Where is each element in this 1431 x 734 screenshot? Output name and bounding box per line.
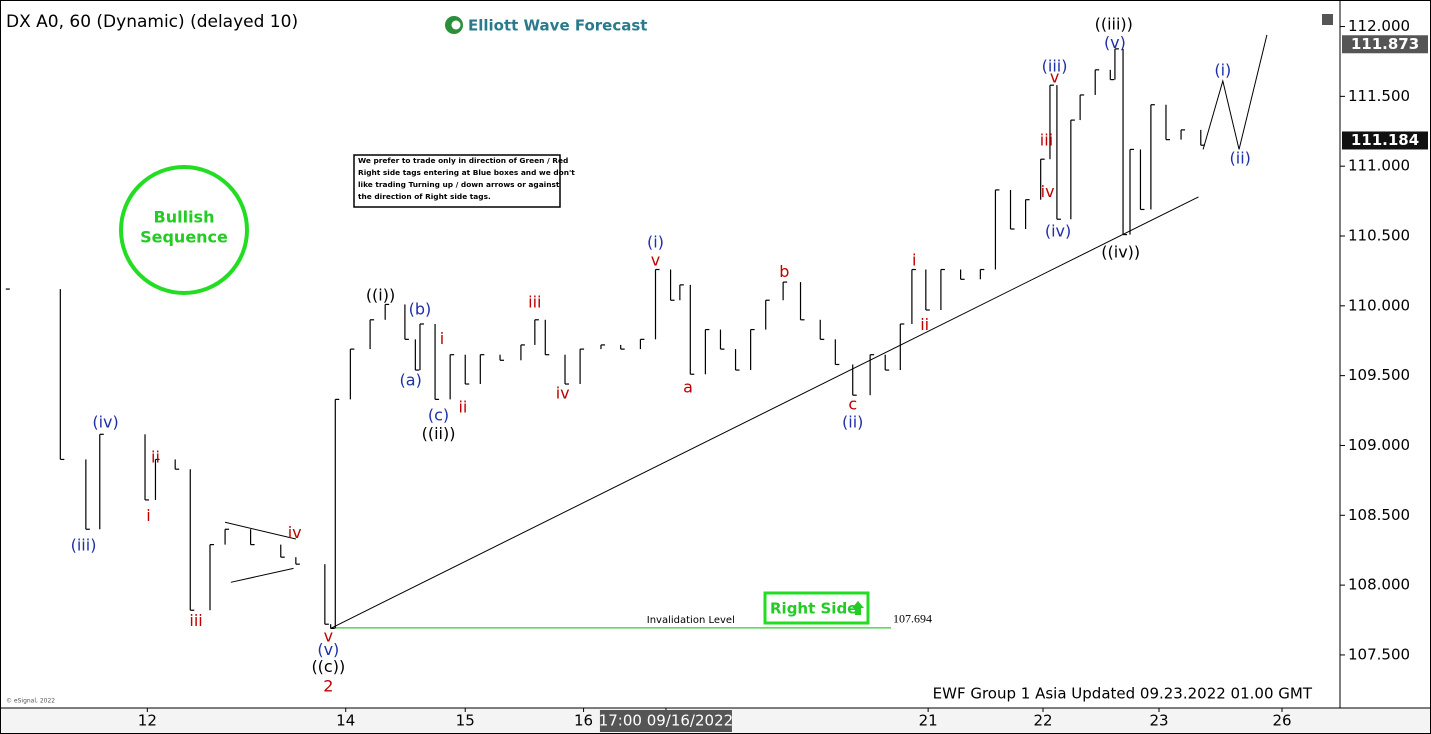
wave-label: ii [151, 448, 160, 467]
up-arrow [852, 601, 864, 615]
wave-label: (iii) [1042, 57, 1068, 76]
wave-label: (v) [317, 640, 339, 659]
wave-label: v [324, 626, 333, 645]
right-side-box [763, 591, 870, 625]
y-tick-label: 108.500 [1348, 506, 1410, 524]
x-tick-label: 16 [574, 712, 593, 730]
note-line: We prefer to trade only in direction of … [358, 156, 568, 165]
wave-label: iii [1040, 131, 1053, 150]
wave-label: (ii) [1230, 149, 1251, 168]
right-side: Right Side [770, 600, 857, 618]
wave-label: ((c)) [311, 657, 345, 676]
wave-label: ii [458, 397, 467, 416]
wave-line [224, 521, 296, 540]
y-tick-label: 107.500 [1348, 645, 1410, 663]
logo-inner [451, 20, 461, 30]
invalidation-value: 107.694 [893, 612, 932, 626]
wave-label: (i) [1214, 61, 1231, 80]
note-line: like trading Turning up / down arrows or… [358, 180, 560, 189]
badge-text: Sequence [140, 228, 228, 247]
y-tick-label: 109.000 [1348, 436, 1410, 454]
wave-label: ((iv)) [1101, 242, 1140, 261]
chart-title: DX A0, 60 (Dynamic) (delayed 10) [6, 12, 298, 32]
brand: Elliott Wave Forecast [468, 17, 647, 35]
wave-line [230, 567, 294, 583]
wave-label: ii [920, 315, 929, 334]
wave-label: (i) [647, 232, 664, 251]
wave-label: (iv) [1045, 221, 1071, 240]
y-tick-label: 110.000 [1348, 296, 1410, 314]
x-tick-label: 14 [336, 712, 355, 730]
wave-label: iv [288, 523, 302, 542]
wave-label: i [146, 506, 150, 525]
brand-logo [445, 16, 463, 34]
y-tick-label: 111.500 [1348, 87, 1410, 105]
x-tick-label: 21 [919, 712, 938, 730]
wave-label: i [912, 251, 916, 270]
x-tick-label: 23 [1149, 712, 1168, 730]
y-tick-label: 108.000 [1348, 576, 1410, 594]
y-tick-label: 112.000 [1348, 17, 1410, 35]
x-tick-label: 26 [1272, 712, 1291, 730]
wave-label: iv [1041, 182, 1055, 201]
x-tick-label: 22 [1033, 712, 1052, 730]
price-marker [1342, 35, 1428, 54]
wave-label: iii [528, 293, 541, 312]
wave-label: (b) [409, 300, 432, 319]
wave-label: ((i)) [366, 286, 395, 305]
copyright: © eSignal, 2022 [6, 698, 55, 705]
plot: Invalidation Level 107.694 ((i)) ((ii)) ((c)… [5, 15, 1268, 696]
wave-label: (iii) [71, 536, 97, 555]
badge-text: Bullish [154, 208, 215, 227]
wave-line [330, 196, 1199, 629]
note-line: the direction of Right side tags. [358, 192, 491, 201]
wave-label: v [1050, 68, 1059, 87]
x-tick-label: 17:00 09/16/2022 [599, 712, 733, 730]
x-cursor-box [599, 710, 732, 732]
price-marker-label: 111.184 [1351, 131, 1419, 149]
wave-label: a [683, 378, 693, 397]
note: We prefer to trade only in direction of … [358, 156, 575, 201]
wave-label: v [651, 251, 660, 270]
wave-label: (ii) [842, 413, 863, 432]
wave-label: c [848, 394, 857, 413]
x-tick-label: 12 [138, 712, 157, 730]
wave-label: (iv) [92, 413, 118, 432]
footer: EWF Group 1 Asia Updated 09.23.2022 01.0… [933, 685, 1313, 703]
wave-label: iv [556, 383, 570, 402]
y-tick-label: 111.000 [1348, 157, 1410, 175]
invalidation-label: Invalidation Level [647, 615, 735, 626]
wave-label: ((iii)) [1095, 15, 1133, 34]
wave-label: (v) [1104, 33, 1126, 52]
y-tick-label: 109.500 [1348, 366, 1410, 384]
menu-icon[interactable] [1322, 14, 1333, 25]
price-marker-label: 111.873 [1351, 35, 1419, 53]
wave-label: (c) [428, 406, 449, 425]
note-line: Right side tags entering at Blue boxes a… [358, 168, 575, 177]
wave-label: (a) [400, 371, 422, 390]
price-marker [1342, 131, 1428, 150]
note-box [353, 154, 561, 208]
y-tick-label: 110.500 [1348, 227, 1410, 245]
wave-label: 2 [323, 677, 333, 696]
wave-label: ((ii)) [422, 424, 456, 443]
x-tick-label: 15 [456, 712, 475, 730]
wave-label: b [779, 262, 789, 281]
wave-label: i [440, 329, 444, 348]
badge-circle [119, 165, 249, 295]
wave-line [1202, 34, 1268, 150]
wave-label: iii [189, 611, 202, 630]
